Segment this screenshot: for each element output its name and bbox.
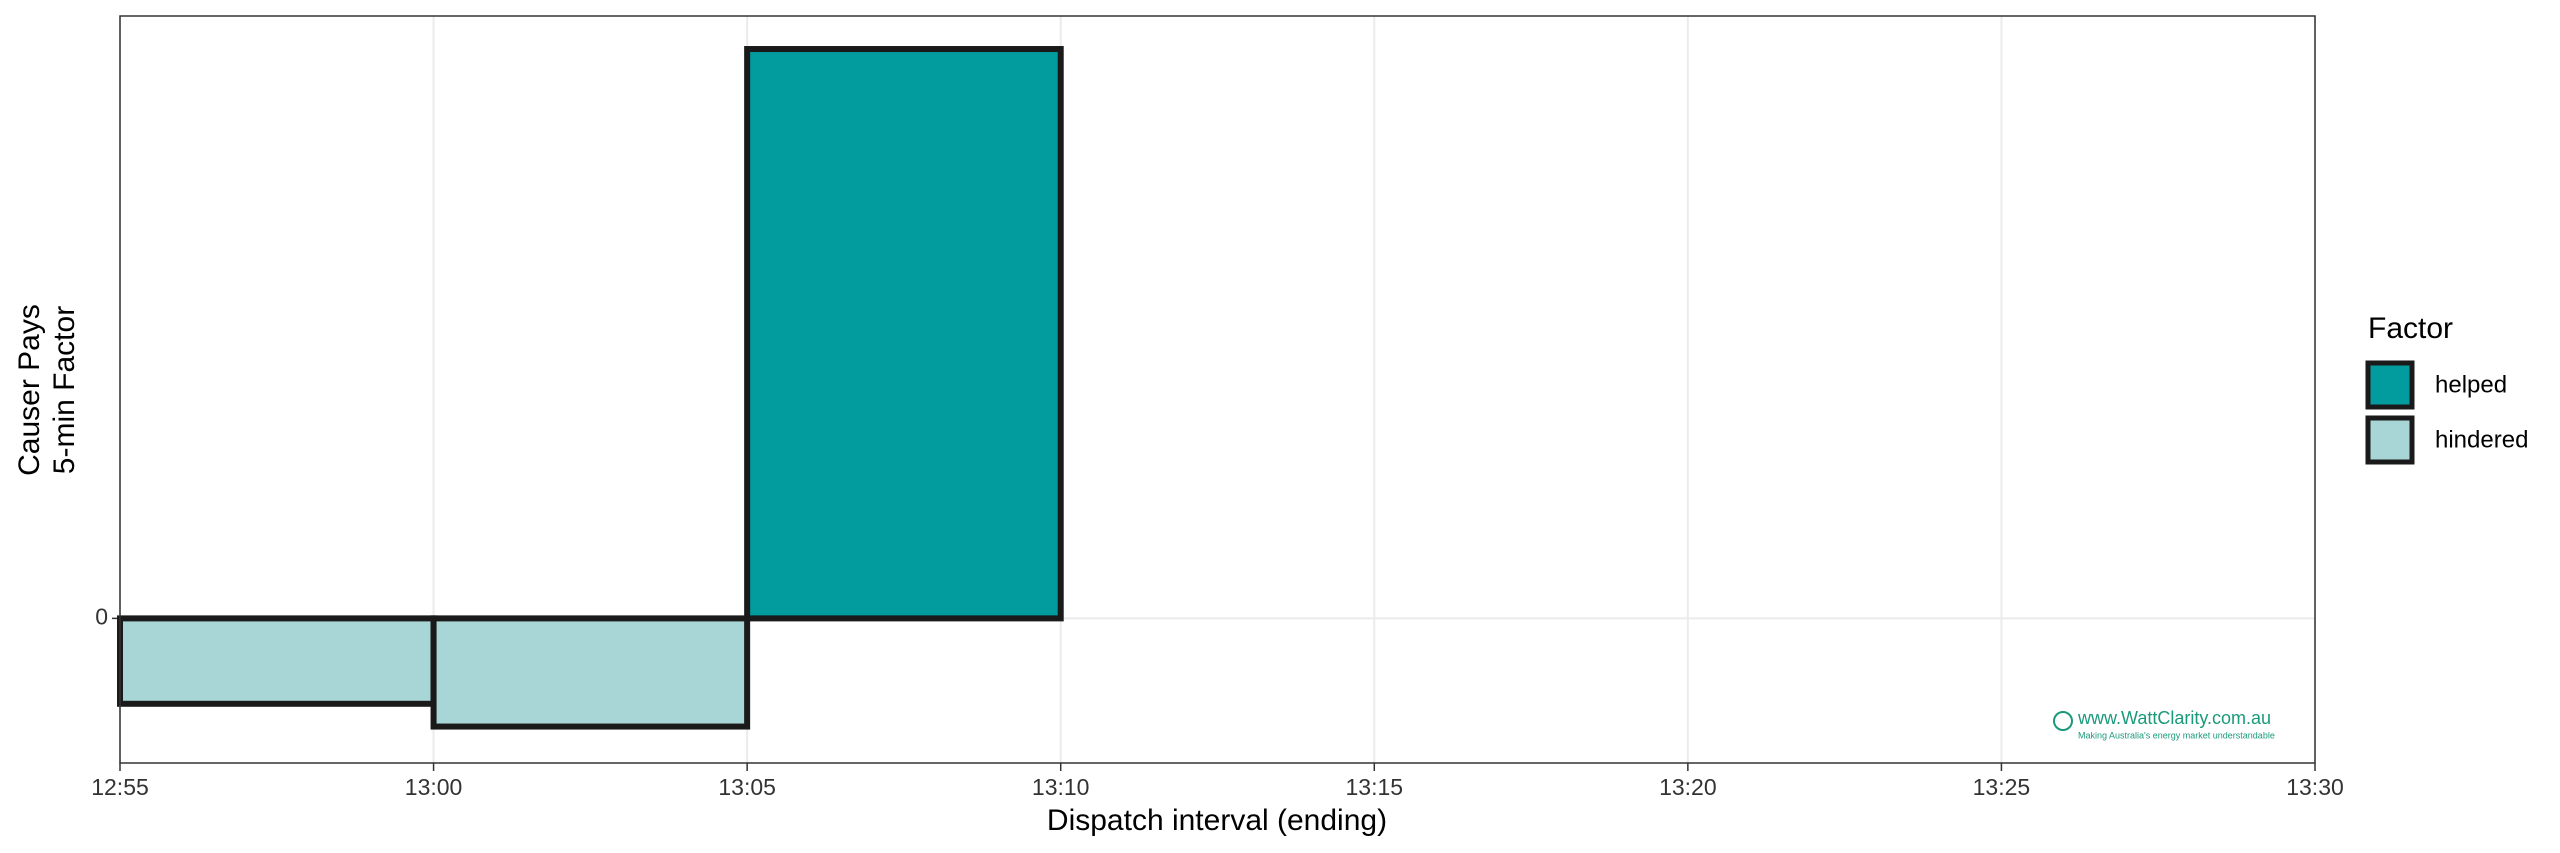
watermark-tagline: Making Australia's energy market underst…: [2078, 730, 2275, 740]
y-axis-title: Causer Pays: [13, 304, 46, 476]
x-tick-label: 13:10: [1032, 774, 1090, 800]
x-tick-label: 13:00: [405, 774, 463, 800]
plot-border: [119, 15, 2316, 764]
x-tick-label: 13:05: [718, 774, 776, 800]
watermark-site: www.WattClarity.com.au: [2077, 708, 2271, 728]
legend-title: Factor: [2368, 312, 2453, 345]
x-tick-label: 13:25: [1973, 774, 2031, 800]
bar: [117, 615, 437, 707]
y-axis-title: 5-min Factor: [48, 306, 81, 474]
x-tick-label: 12:55: [91, 774, 149, 800]
bar: [430, 615, 751, 730]
bar: [744, 46, 1064, 622]
legend-label: hindered: [2435, 426, 2528, 453]
logo-icon: [2053, 711, 2073, 731]
x-tick-label: 13:15: [1346, 774, 1404, 800]
x-tick-label: 13:30: [2286, 774, 2344, 800]
watermark: www.WattClarity.com.au Making Australia'…: [2053, 708, 2275, 740]
y-tick-label: 0: [95, 603, 108, 629]
x-axis-title: Dispatch interval (ending): [1047, 804, 1387, 837]
legend-label: helped: [2435, 371, 2507, 398]
x-tick-label: 13:20: [1659, 774, 1717, 800]
legend-key: [2365, 360, 2415, 410]
legend-key: [2365, 415, 2415, 465]
